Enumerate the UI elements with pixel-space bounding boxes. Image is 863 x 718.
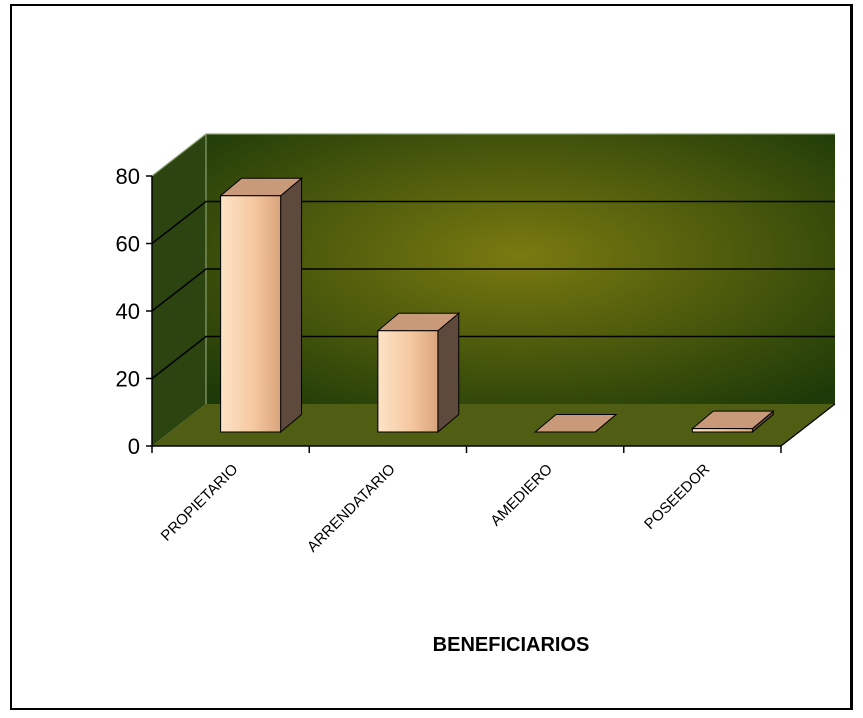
bar-amediero <box>533 414 618 433</box>
y-tick-label: 80 <box>116 164 140 189</box>
bars <box>219 177 775 434</box>
y-tick-labels: 0 20 40 60 80 <box>116 164 140 459</box>
x-tick-label: ARRENDATARIO <box>304 461 399 556</box>
bar-arrendatario <box>376 312 461 434</box>
y-tick-label: 20 <box>116 367 140 392</box>
x-tick-labels: PROPIETARIO ARRENDATARIO AMEDIERO POSEEDOR <box>158 461 714 556</box>
gridline-40 <box>151 268 835 312</box>
x-tick-label: POSEEDOR <box>641 461 713 533</box>
y-tick-label: 0 <box>128 434 140 459</box>
y-tick-label: 40 <box>116 299 140 324</box>
bar-propietario <box>219 177 303 434</box>
axes <box>146 175 782 453</box>
bar-side <box>437 312 460 434</box>
bar-side <box>280 177 303 434</box>
gridlines <box>151 200 835 380</box>
x-axis-title: BENEFICIARIOS <box>433 634 590 656</box>
floor-edge <box>780 403 836 447</box>
gridline-20 <box>151 335 835 380</box>
bar-poseedor <box>690 410 775 434</box>
gridline-60 <box>151 200 835 245</box>
floor <box>152 404 835 446</box>
bar-top <box>533 414 618 433</box>
x-tick-label: AMEDIERO <box>487 461 556 530</box>
bar-front <box>377 330 439 433</box>
x-tick-label: PROPIETARIO <box>158 461 242 545</box>
bar-front <box>691 428 753 433</box>
y-tick-label: 60 <box>116 232 140 257</box>
bar-front <box>220 195 282 433</box>
